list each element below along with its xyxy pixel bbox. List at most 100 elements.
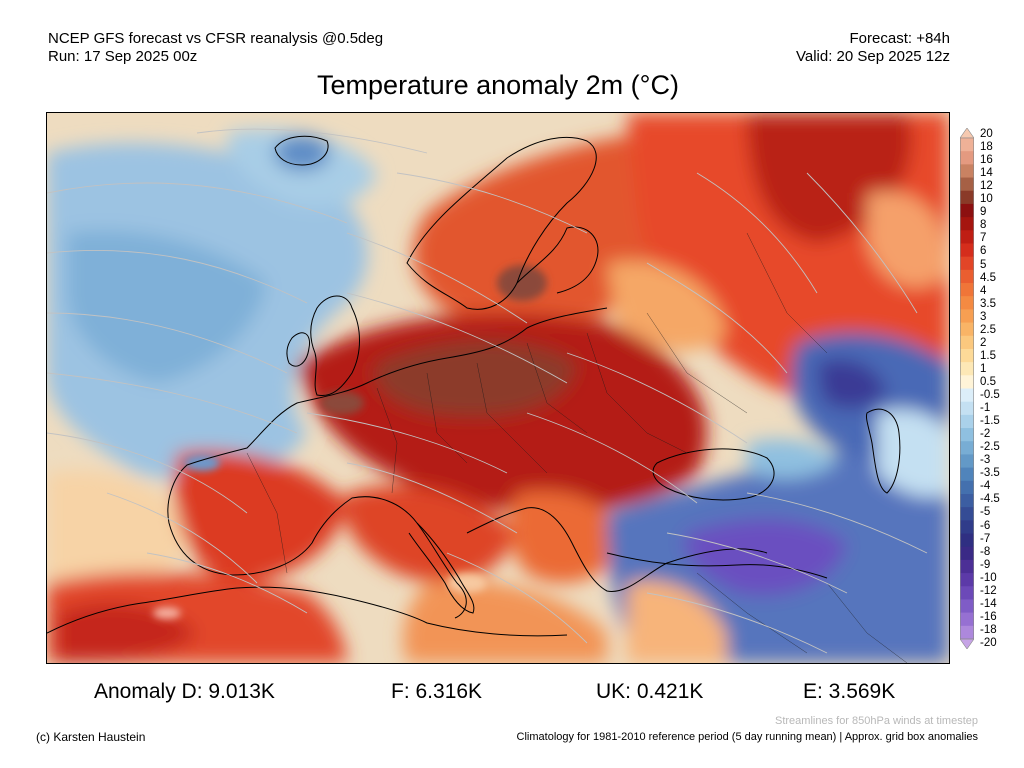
colorbar-swatch — [960, 362, 974, 376]
colorbar-label: 2 — [980, 336, 987, 349]
colorbar-label: -14 — [980, 597, 997, 610]
colorbar-swatch — [960, 599, 974, 614]
stat-uk: UK: 0.421K — [596, 680, 704, 703]
colorbar-swatch — [960, 190, 974, 205]
colorbar-label: -7 — [980, 532, 991, 545]
colorbar-swatch — [960, 414, 974, 429]
colorbar-label: -1 — [980, 402, 991, 415]
colorbar-swatch — [960, 138, 974, 152]
colorbar-label: -12 — [980, 584, 997, 597]
colorbar-swatch — [960, 309, 974, 324]
colorbar-swatch — [960, 322, 974, 337]
streamlines-note: Streamlines for 850hPa winds at timestep — [775, 715, 978, 727]
colorbar-swatch — [960, 348, 974, 363]
colorbar-label: 16 — [980, 154, 993, 167]
colorbar-label: -20 — [980, 637, 997, 649]
colorbar-swatch — [960, 283, 974, 297]
colorbar-label: -9 — [980, 558, 991, 571]
colorbar-swatch — [960, 559, 974, 574]
colorbar-frame — [960, 137, 974, 640]
colorbar-label: -4 — [980, 480, 991, 493]
colorbar-swatch — [960, 428, 974, 442]
colorbar-label: 4 — [980, 284, 987, 297]
colorbar-swatch — [960, 217, 974, 231]
colorbar-swatch — [960, 388, 974, 403]
colorbar-swatch — [960, 507, 974, 521]
run-time: Run: 17 Sep 2025 00z — [48, 48, 198, 65]
colorbar-label: 18 — [980, 141, 993, 154]
colorbar-swatch — [960, 467, 974, 482]
colorbar-swatch — [960, 533, 974, 548]
colorbar-swatch — [960, 546, 974, 561]
colorbar-label: -4.5 — [980, 493, 1000, 506]
header-run-info: NCEP GFS forecast vs CFSR reanalysis @0.… — [48, 30, 383, 66]
map-title: Temperature anomaly 2m (°C) — [317, 70, 679, 100]
colorbar-swatch — [960, 441, 974, 455]
colorbar-swatch — [960, 586, 974, 600]
colorbar-bottom-arrow — [960, 638, 974, 649]
colorbar-swatch — [960, 296, 974, 310]
colorbar-label: 1.5 — [980, 349, 996, 362]
colorbar-swatch — [960, 520, 974, 535]
colorbar-swatch — [960, 256, 974, 271]
colorbar-label: 1 — [980, 362, 987, 375]
colorbar-label: 6 — [980, 245, 987, 258]
colorbar-label: -6 — [980, 519, 991, 532]
colorbar-swatch — [960, 454, 974, 469]
colorbar-swatch — [960, 151, 974, 165]
credit-text: (c) Karsten Haustein — [36, 730, 146, 744]
valid-time: Valid: 20 Sep 2025 12z — [795, 48, 950, 65]
colorbar-label: -16 — [980, 610, 997, 623]
colorbar-label: 0.5 — [980, 375, 996, 388]
colorbar-swatch — [960, 573, 974, 587]
colorbar-swatch — [960, 493, 974, 508]
colorbar-swatch — [960, 203, 974, 218]
anomaly-map — [46, 112, 950, 664]
climatology-note: Climatology for 1981-2010 reference peri… — [516, 731, 978, 743]
colorbar-label: -8 — [980, 545, 991, 558]
colorbar-label: 10 — [980, 193, 993, 206]
coastlines — [47, 135, 901, 637]
colorbar-label: -5 — [980, 506, 991, 519]
colorbar-label: 2.5 — [980, 323, 996, 336]
colorbar-label: 3 — [980, 310, 987, 323]
colorbar-label: -2 — [980, 428, 991, 441]
colorbar-swatch — [960, 177, 974, 192]
colorbar-swatch — [960, 625, 974, 640]
colorbar — [960, 128, 974, 649]
header-valid-info: Forecast: +84h Valid: 20 Sep 2025 12z — [796, 30, 950, 66]
forecast-hour: Forecast: +84h — [849, 30, 950, 47]
anomaly-field — [47, 113, 949, 663]
colorbar-swatch — [960, 243, 974, 258]
model-description: NCEP GFS forecast vs CFSR reanalysis @0.… — [48, 30, 384, 47]
colorbar-label: 4.5 — [980, 271, 996, 284]
colorbar-label: -10 — [980, 571, 997, 584]
colorbar-swatch — [960, 401, 974, 416]
colorbar-label: 12 — [980, 180, 993, 193]
anomaly-details — [153, 265, 547, 619]
streamlines — [47, 128, 928, 654]
colorbar-label: 7 — [980, 232, 987, 245]
colorbar-label: -1.5 — [980, 415, 1000, 428]
borders — [246, 232, 908, 663]
stat-spain: E: 3.569K — [803, 680, 896, 703]
colorbar-label: -3 — [980, 454, 991, 467]
stat-france: F: 6.316K — [391, 680, 483, 703]
colorbar-label: -0.5 — [980, 389, 1000, 402]
colorbar-label: -18 — [980, 623, 997, 636]
colorbar-label: -3.5 — [980, 467, 1000, 480]
colorbar-swatch — [960, 335, 974, 350]
colorbar-label: -2.5 — [980, 441, 1000, 454]
colorbar-swatch — [960, 164, 974, 179]
colorbar-label: 3.5 — [980, 297, 996, 310]
stat-germany: Anomaly D: 9.013K — [94, 680, 275, 703]
colorbar-swatch — [960, 269, 974, 284]
colorbar-label: 14 — [980, 167, 993, 180]
colorbar-label: 9 — [980, 206, 987, 219]
colorbar-swatch — [960, 230, 974, 244]
colorbar-label: 5 — [980, 258, 987, 271]
colorbar-swatch — [960, 612, 974, 627]
colorbar-top-arrow — [960, 128, 974, 139]
colorbar-label: 8 — [980, 219, 987, 232]
colorbar-label: 20 — [980, 128, 993, 140]
